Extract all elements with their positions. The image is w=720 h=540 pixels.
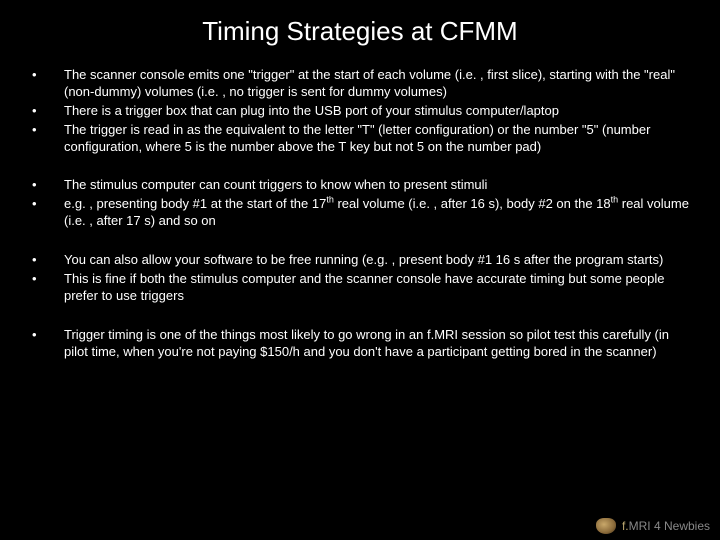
bullet-marker: • bbox=[26, 196, 64, 213]
bullet-marker: • bbox=[26, 67, 64, 84]
bullet-marker: • bbox=[26, 327, 64, 344]
list-item: • The scanner console emits one "trigger… bbox=[26, 67, 694, 101]
bullet-text: e.g. , presenting body #1 at the start o… bbox=[64, 196, 694, 230]
bullet-marker: • bbox=[26, 103, 64, 120]
bullet-text: This is fine if both the stimulus comput… bbox=[64, 271, 694, 305]
bullet-group: • You can also allow your software to be… bbox=[26, 252, 694, 305]
list-item: • There is a trigger box that can plug i… bbox=[26, 103, 694, 120]
brain-icon bbox=[596, 518, 616, 534]
bullet-marker: • bbox=[26, 122, 64, 139]
bullet-group: • Trigger timing is one of the things mo… bbox=[26, 327, 694, 361]
bullet-text: Trigger timing is one of the things most… bbox=[64, 327, 694, 361]
bullet-group: • The stimulus computer can count trigge… bbox=[26, 177, 694, 230]
bullet-text: There is a trigger box that can plug int… bbox=[64, 103, 694, 120]
slide-content: • The scanner console emits one "trigger… bbox=[0, 67, 720, 361]
list-item: • This is fine if both the stimulus comp… bbox=[26, 271, 694, 305]
list-item: • The trigger is read in as the equivale… bbox=[26, 122, 694, 156]
list-item: • You can also allow your software to be… bbox=[26, 252, 694, 269]
list-item: • Trigger timing is one of the things mo… bbox=[26, 327, 694, 361]
footer-text: f.MRI 4 Newbies bbox=[622, 519, 710, 533]
list-item: • e.g. , presenting body #1 at the start… bbox=[26, 196, 694, 230]
bullet-text: The trigger is read in as the equivalent… bbox=[64, 122, 694, 156]
page-title: Timing Strategies at CFMM bbox=[0, 0, 720, 67]
list-item: • The stimulus computer can count trigge… bbox=[26, 177, 694, 194]
bullet-text: You can also allow your software to be f… bbox=[64, 252, 694, 269]
bullet-group: • The scanner console emits one "trigger… bbox=[26, 67, 694, 155]
bullet-text: The scanner console emits one "trigger" … bbox=[64, 67, 694, 101]
bullet-marker: • bbox=[26, 252, 64, 269]
footer: f.MRI 4 Newbies bbox=[596, 518, 710, 534]
bullet-marker: • bbox=[26, 271, 64, 288]
bullet-text: The stimulus computer can count triggers… bbox=[64, 177, 694, 194]
bullet-marker: • bbox=[26, 177, 64, 194]
